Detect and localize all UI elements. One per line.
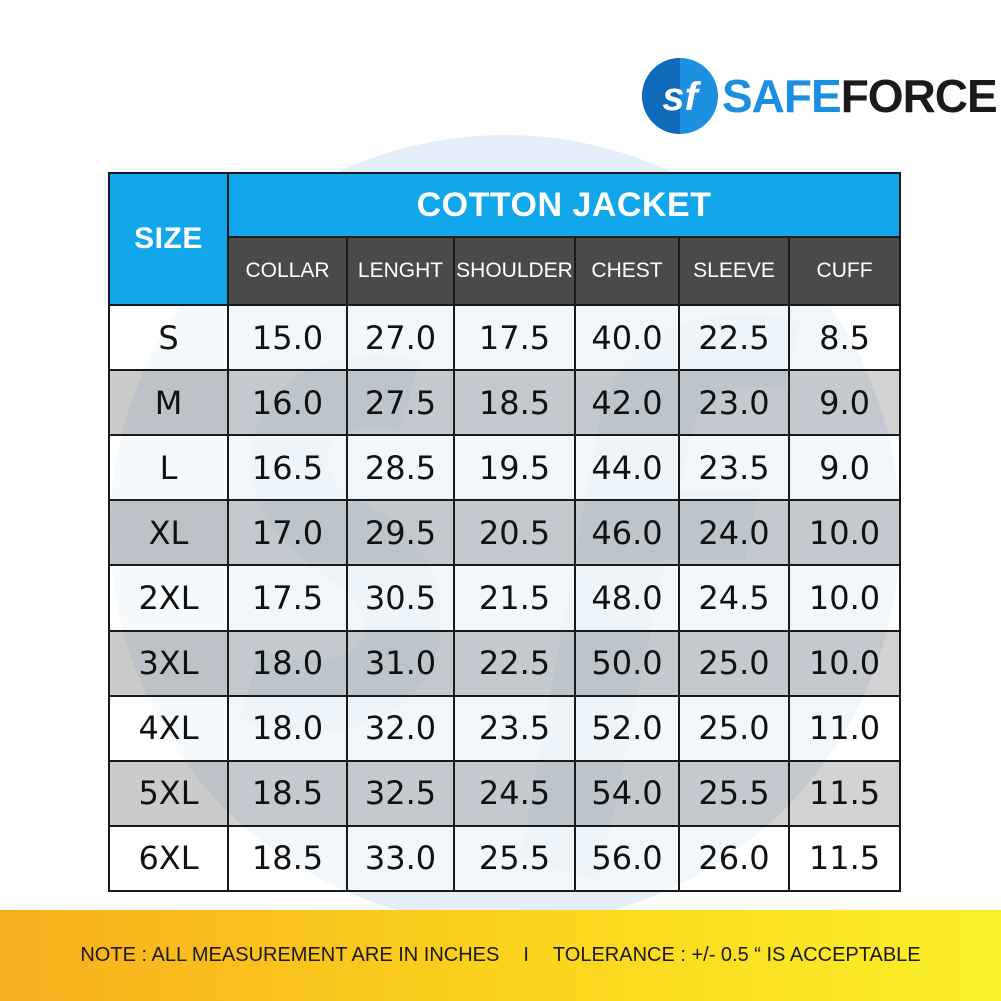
- measurement-note: NOTE : ALL MEASUREMENT ARE IN INCHES: [80, 944, 500, 966]
- measurement-cell-chest: 42.0: [574, 369, 680, 437]
- measurement-cell-sleeve: 23.5: [678, 434, 790, 502]
- measurement-cell-sleeve: 24.5: [678, 564, 790, 632]
- column-header-cuff: CUFF: [787, 236, 902, 306]
- column-header-collar: COLLAR: [227, 236, 348, 306]
- column-header-lenght: LENGHT: [346, 236, 455, 306]
- measurement-cell-sleeve: 25.5: [678, 759, 790, 827]
- measurement-cell-cuff: 9.0: [787, 369, 902, 437]
- measurement-cell-shoulder: 20.5: [453, 499, 576, 567]
- measurement-cell-lenght: 32.5: [346, 759, 455, 827]
- measurement-cell-chest: 40.0: [574, 303, 680, 372]
- measurement-cell-shoulder: 17.5: [453, 303, 576, 372]
- measurement-cell-shoulder: 19.5: [453, 434, 576, 502]
- logo-initials: sf: [662, 75, 701, 119]
- brand-logo: sf SAFEFORCE: [640, 56, 998, 140]
- sf-logo-icon: sf: [642, 58, 718, 134]
- table-row: 6XL 18.5 33.0 25.5 56.0 26.0 11.5: [108, 824, 902, 893]
- measurement-cell-shoulder: 18.5: [453, 369, 576, 437]
- size-cell: 6XL: [108, 824, 229, 893]
- measurement-cell-sleeve: 25.0: [678, 629, 790, 697]
- measurement-cell-sleeve: 24.0: [678, 499, 790, 567]
- column-header-row: COLLAR LENGHT SHOULDER CHEST SLEEVE CUFF: [109, 236, 902, 306]
- measurement-cell-cuff: 9.0: [787, 434, 902, 502]
- table-row: M 16.0 27.5 18.5 42.0 23.0 9.0: [108, 369, 902, 437]
- measurement-cell-collar: 15.0: [227, 303, 348, 372]
- footer-note-bar: NOTE : ALL MEASUREMENT ARE IN INCHES I T…: [0, 910, 1001, 1001]
- measurement-cell-collar: 17.5: [227, 564, 348, 632]
- measurement-cell-collar: 18.0: [227, 629, 348, 697]
- size-cell: 4XL: [108, 694, 229, 762]
- measurement-cell-cuff: 10.0: [787, 629, 902, 697]
- size-cell: S: [108, 303, 229, 372]
- table-row: S 15.0 27.0 17.5 40.0 22.5 8.5: [108, 303, 902, 372]
- measurement-cell-collar: 16.5: [227, 434, 348, 502]
- table-row: 2XL 17.5 30.5 21.5 48.0 24.5 10.0: [108, 564, 902, 632]
- measurement-cell-lenght: 27.5: [346, 369, 455, 437]
- measurement-cell-shoulder: 21.5: [453, 564, 576, 632]
- brand-name-part1: SAFE: [722, 70, 842, 122]
- measurement-cell-lenght: 32.0: [346, 694, 455, 762]
- measurement-cell-collar: 17.0: [227, 499, 348, 567]
- measurement-cell-cuff: 11.5: [787, 759, 902, 827]
- measurement-cell-chest: 56.0: [574, 824, 680, 893]
- size-header: SIZE: [108, 172, 229, 306]
- column-header-shoulder: SHOULDER: [453, 236, 576, 306]
- measurement-cell-shoulder: 23.5: [453, 694, 576, 762]
- size-cell: 3XL: [108, 629, 229, 697]
- table-body: S 15.0 27.0 17.5 40.0 22.5 8.5 M 16.0 27.5 18.5 42.…: [108, 303, 902, 893]
- measurement-cell-shoulder: 24.5: [453, 759, 576, 827]
- column-header-chest: CHEST: [574, 236, 680, 306]
- table-row: XL 17.0 29.5 20.5 46.0 24.0 10.0: [108, 499, 902, 567]
- footer-separator: I: [523, 944, 529, 966]
- measurement-cell-lenght: 30.5: [346, 564, 455, 632]
- size-cell: 2XL: [108, 564, 229, 632]
- size-cell: M: [108, 369, 229, 437]
- table-title: COTTON JACKET: [226, 172, 902, 238]
- measurement-cell-cuff: 11.0: [787, 694, 902, 762]
- size-cell: XL: [108, 499, 229, 567]
- measurement-cell-collar: 18.5: [227, 759, 348, 827]
- measurement-cell-cuff: 8.5: [787, 303, 902, 372]
- measurement-cell-collar: 18.0: [227, 694, 348, 762]
- measurement-cell-sleeve: 22.5: [678, 303, 790, 372]
- brand-name-part2: FORCE: [840, 70, 998, 122]
- table-row: 4XL 18.0 32.0 23.5 52.0 25.0 11.0: [108, 694, 902, 762]
- table-row: 3XL 18.0 31.0 22.5 50.0 25.0 10.0: [108, 629, 902, 697]
- size-cell: L: [108, 434, 229, 502]
- measurement-cell-lenght: 28.5: [346, 434, 455, 502]
- measurement-cell-cuff: 11.5: [787, 824, 902, 893]
- measurement-cell-shoulder: 22.5: [453, 629, 576, 697]
- measurement-cell-chest: 48.0: [574, 564, 680, 632]
- measurement-cell-collar: 16.0: [227, 369, 348, 437]
- table-row: L 16.5 28.5 19.5 44.0 23.5 9.0: [108, 434, 902, 502]
- measurement-cell-cuff: 10.0: [787, 499, 902, 567]
- measurement-cell-chest: 54.0: [574, 759, 680, 827]
- measurement-cell-sleeve: 25.0: [678, 694, 790, 762]
- size-cell: 5XL: [108, 759, 229, 827]
- measurement-cell-lenght: 31.0: [346, 629, 455, 697]
- measurement-cell-chest: 52.0: [574, 694, 680, 762]
- measurement-cell-lenght: 29.5: [346, 499, 455, 567]
- measurement-cell-lenght: 33.0: [346, 824, 455, 893]
- measurement-cell-shoulder: 25.5: [453, 824, 576, 893]
- column-header-sleeve: SLEEVE: [678, 236, 790, 306]
- tolerance-note: TOLERANCE : +/- 0.5 “ IS ACCEPTABLE: [552, 944, 921, 966]
- brand-name: SAFEFORCE: [722, 64, 998, 128]
- measurement-cell-sleeve: 26.0: [678, 824, 790, 893]
- measurement-cell-sleeve: 23.0: [678, 369, 790, 437]
- table-row: 5XL 18.5 32.5 24.5 54.0 25.5 11.5: [108, 759, 902, 827]
- measurement-cell-chest: 50.0: [574, 629, 680, 697]
- measurement-cell-cuff: 10.0: [787, 564, 902, 632]
- measurement-cell-chest: 44.0: [574, 434, 680, 502]
- measurement-cell-lenght: 27.0: [346, 303, 455, 372]
- size-chart-table: SIZE COTTON JACKET COLLAR LENGHT SHOULDER C…: [108, 172, 902, 893]
- measurement-cell-collar: 18.5: [227, 824, 348, 893]
- measurement-cell-chest: 46.0: [574, 499, 680, 567]
